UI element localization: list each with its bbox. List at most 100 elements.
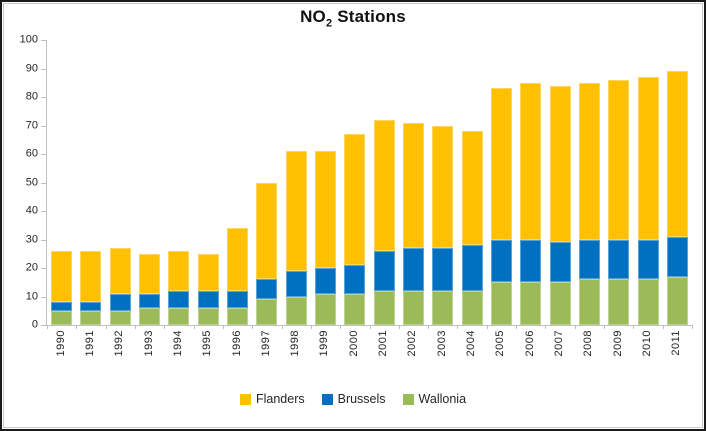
bar-segment-wallonia-2009 [608, 279, 630, 325]
x-axis-tick [633, 325, 635, 329]
bar-segment-brussels-1995 [197, 290, 219, 308]
bar-segment-brussels-1990 [51, 302, 73, 311]
x-axis-label-1992: 1992 [113, 330, 126, 357]
x-axis-tick [398, 325, 400, 329]
bar-segment-brussels-2011 [666, 236, 688, 277]
x-axis-labels: 1990 1991 1992 1993 1994 1995 1996 1997 1998 1999… [46, 330, 691, 382]
bar-segment-wallonia-2011 [666, 276, 688, 325]
x-axis-label-1995: 1995 [201, 330, 214, 357]
bar-segment-brussels-1997 [256, 279, 278, 300]
bar-segment-brussels-2009 [608, 239, 630, 280]
legend-swatch-wallonia-icon [402, 393, 414, 405]
y-axis-label-50: 50 [25, 176, 38, 188]
y-axis-tick [41, 40, 46, 41]
bar-segment-wallonia-2001 [373, 290, 395, 325]
bar-segment-brussels-2005 [490, 239, 512, 283]
bar-segment-wallonia-2006 [520, 282, 542, 325]
x-axis-tick [76, 325, 78, 329]
bar-segment-brussels-1998 [285, 270, 307, 297]
legend-item-wallonia: Wallonia [402, 392, 466, 406]
bar-segment-wallonia-1996 [227, 307, 249, 325]
bar-segment-brussels-1993 [139, 293, 161, 308]
bar-segment-flanders-1990 [51, 250, 73, 303]
bar-segment-flanders-1996 [227, 228, 249, 291]
bar-segment-brussels-2001 [373, 250, 395, 291]
bar-segment-brussels-1996 [227, 290, 249, 308]
y-axis-label-10: 10 [25, 290, 38, 302]
x-axis-label-2009: 2009 [611, 330, 624, 357]
x-axis-tick [545, 325, 547, 329]
bar-segment-flanders-2002 [402, 122, 424, 249]
y-axis-label-100: 100 [19, 33, 38, 46]
x-axis-label-2010: 2010 [640, 330, 653, 357]
x-axis-tick [369, 325, 371, 329]
y-axis-tick [41, 325, 46, 326]
legend-item-flanders: Flanders [239, 392, 305, 406]
chart-title-rest: Stations [332, 7, 406, 26]
bar-segment-wallonia-2008 [578, 279, 600, 325]
legend-swatch-brussels-icon [321, 393, 333, 405]
x-axis-tick [516, 325, 518, 329]
bar-segment-wallonia-2000 [344, 293, 366, 325]
y-axis-label-60: 60 [25, 147, 38, 160]
x-axis-label-1990: 1990 [54, 330, 67, 357]
bar-segment-flanders-2006 [520, 82, 542, 240]
y-axis-tick [41, 125, 46, 127]
x-axis-label-2007: 2007 [553, 330, 566, 357]
y-axis-label-30: 30 [25, 233, 38, 245]
bar-segment-brussels-1992 [109, 293, 131, 311]
plot-area [46, 40, 693, 329]
x-axis-label-2003: 2003 [435, 330, 448, 357]
x-axis-tick [310, 325, 312, 329]
bar-segment-flanders-1991 [80, 250, 102, 303]
legend: Flanders Brussels Wallonia [2, 390, 704, 408]
x-axis-tick [340, 325, 342, 329]
x-axis-tick [457, 325, 459, 329]
bar-segment-wallonia-1999 [315, 293, 337, 325]
bar-segment-brussels-1994 [168, 290, 190, 308]
legend-label-brussels: Brussels [337, 392, 386, 406]
y-axis-tick [41, 154, 46, 155]
bar-segment-flanders-2000 [344, 134, 366, 266]
bar-segment-wallonia-2005 [490, 282, 512, 325]
x-axis-label-1993: 1993 [142, 330, 155, 357]
y-axis-label-80: 80 [25, 90, 38, 103]
bar-segment-flanders-2005 [490, 88, 512, 240]
y-axis-label-20: 20 [25, 261, 38, 274]
bar-segment-flanders-1999 [315, 151, 337, 268]
x-axis-label-2005: 2005 [494, 330, 507, 357]
legend-label-flanders: Flanders [255, 392, 305, 406]
chart-title-subscript: 2 [325, 17, 333, 30]
x-axis-tick [662, 325, 664, 329]
x-axis-tick [47, 325, 48, 329]
legend-item-brussels: Brussels [321, 392, 386, 406]
bar-segment-flanders-2003 [432, 125, 454, 249]
x-axis-tick [193, 325, 195, 329]
y-axis-tick [41, 296, 46, 298]
x-axis-label-1997: 1997 [259, 330, 272, 357]
y-axis-tick [41, 211, 46, 212]
bar-segment-flanders-1995 [197, 253, 219, 291]
y-axis-tick [41, 97, 46, 98]
y-axis-label-70: 70 [25, 119, 38, 131]
x-axis-tick [134, 325, 136, 329]
x-axis-label-2008: 2008 [582, 330, 595, 357]
x-axis-tick [252, 325, 254, 329]
x-axis-tick [164, 325, 166, 329]
x-axis-tick [486, 325, 488, 329]
bar-segment-wallonia-2007 [549, 282, 571, 325]
x-axis-label-1996: 1996 [230, 330, 243, 357]
x-axis-tick [604, 325, 606, 329]
bar-segment-brussels-1999 [315, 268, 337, 294]
x-axis-label-2006: 2006 [523, 330, 536, 357]
x-axis-tick [692, 325, 693, 329]
y-axis-tick [41, 239, 46, 241]
bar-segment-brussels-2006 [520, 239, 542, 283]
y-axis-tick [41, 68, 46, 70]
y-axis-label-90: 90 [25, 62, 38, 74]
bar-segment-flanders-1992 [109, 248, 131, 294]
bar-segment-flanders-1993 [139, 253, 161, 294]
bar-segment-wallonia-1992 [109, 310, 131, 325]
x-axis-label-2001: 2001 [377, 330, 390, 357]
